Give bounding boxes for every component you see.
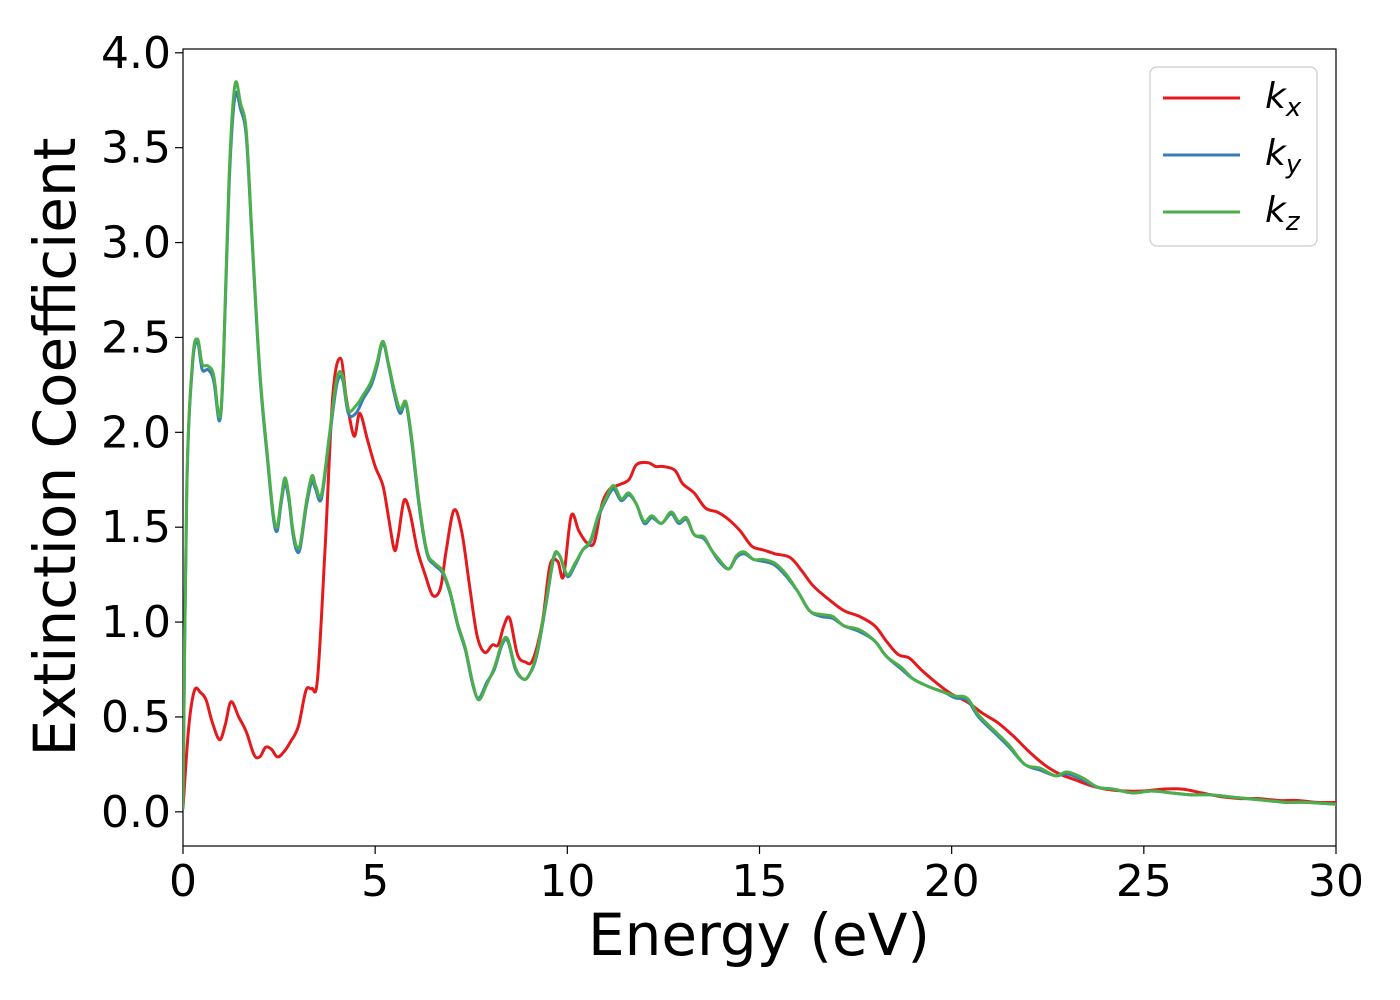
legend-label-subscript: y	[1285, 150, 1302, 180]
x-tick-label: 15	[732, 856, 788, 907]
y-tick-label: 2.0	[101, 407, 171, 458]
legend-label-base: k	[1265, 76, 1288, 117]
series-layer	[183, 80, 1336, 810]
x-tick-label: 0	[169, 856, 197, 907]
x-tick-label: 25	[1116, 856, 1172, 907]
y-tick-label: 1.5	[101, 502, 171, 553]
x-axis: 0 5 10 15 20 25 30	[169, 846, 1364, 907]
y-tick-label: 4.0	[101, 28, 171, 79]
y-tick-label: 3.0	[101, 218, 171, 269]
x-axis-label: Energy (eV)	[588, 901, 930, 969]
legend-label-subscript: z	[1285, 207, 1301, 237]
legend-label-kx: kx	[1265, 76, 1302, 123]
x-tick-label: 5	[361, 856, 389, 907]
y-tick-label: 0.0	[101, 787, 171, 838]
y-axis: 0.0 0.5 1.0 1.5 2.0 2.5 3.0 3.5 4.0	[101, 28, 183, 838]
series-line-kz	[183, 80, 1336, 810]
legend-label-base: k	[1265, 190, 1288, 231]
legend-label-ky: ky	[1265, 133, 1302, 180]
x-tick-label: 30	[1308, 856, 1364, 907]
legend-label-kz: kz	[1265, 190, 1301, 237]
legend-label-base: k	[1265, 133, 1288, 174]
legend-label-subscript: x	[1285, 93, 1302, 123]
plot-frame	[182, 48, 1337, 847]
series-line-kx	[183, 356, 1336, 810]
y-tick-label: 0.5	[101, 692, 171, 743]
y-tick-label: 3.5	[101, 123, 171, 174]
x-tick-label: 10	[539, 856, 595, 907]
y-tick-label: 2.5	[101, 312, 171, 363]
x-tick-label: 20	[924, 856, 980, 907]
y-axis-label: Extinction Coefficient	[21, 138, 89, 757]
y-tick-label: 1.0	[101, 597, 171, 648]
